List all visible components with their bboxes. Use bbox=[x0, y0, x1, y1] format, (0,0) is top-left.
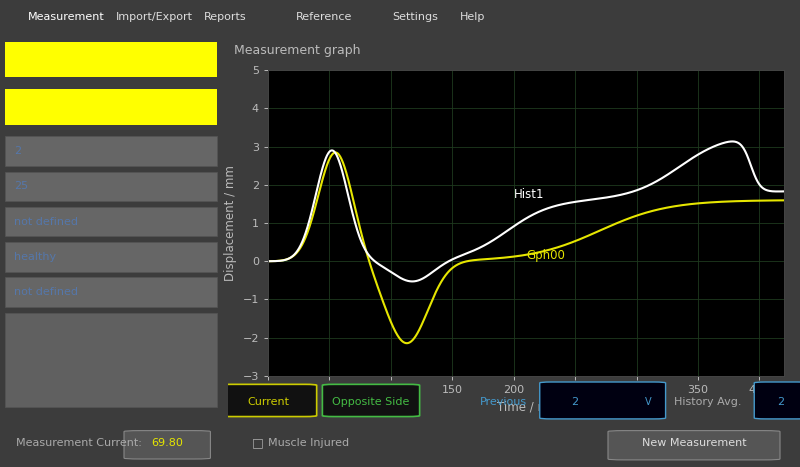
Text: Hist1: Hist1 bbox=[514, 188, 544, 201]
FancyBboxPatch shape bbox=[5, 277, 217, 307]
FancyBboxPatch shape bbox=[5, 171, 217, 201]
X-axis label: Time / ms: Time / ms bbox=[497, 401, 555, 413]
Text: Import/Export: Import/Export bbox=[116, 12, 193, 21]
FancyBboxPatch shape bbox=[540, 382, 666, 419]
Text: 69.80: 69.80 bbox=[151, 438, 183, 447]
FancyBboxPatch shape bbox=[322, 384, 420, 417]
Text: History Avg.: History Avg. bbox=[674, 396, 742, 407]
Text: Settings: Settings bbox=[392, 12, 438, 21]
Text: 2: 2 bbox=[571, 396, 578, 407]
Text: V: V bbox=[645, 396, 652, 407]
Y-axis label: Displacement / mm: Displacement / mm bbox=[224, 165, 237, 281]
FancyBboxPatch shape bbox=[608, 431, 780, 460]
Text: 25: 25 bbox=[14, 182, 28, 191]
Text: Muscle Injured: Muscle Injured bbox=[268, 438, 349, 447]
Text: healthy: healthy bbox=[14, 252, 56, 262]
FancyBboxPatch shape bbox=[5, 136, 217, 166]
FancyBboxPatch shape bbox=[5, 313, 217, 407]
Text: Measurement graph: Measurement graph bbox=[234, 44, 360, 57]
Text: Current: Current bbox=[247, 396, 289, 407]
FancyBboxPatch shape bbox=[5, 242, 217, 272]
Text: Reports: Reports bbox=[204, 12, 246, 21]
Text: Reference: Reference bbox=[296, 12, 352, 21]
FancyBboxPatch shape bbox=[5, 89, 217, 125]
FancyBboxPatch shape bbox=[219, 384, 317, 417]
FancyBboxPatch shape bbox=[5, 42, 217, 78]
FancyBboxPatch shape bbox=[754, 382, 800, 419]
FancyBboxPatch shape bbox=[124, 431, 210, 459]
Text: Measurement: Measurement bbox=[28, 12, 105, 21]
Text: 2: 2 bbox=[777, 396, 784, 407]
Text: Measurement Current:: Measurement Current: bbox=[16, 438, 142, 447]
Text: New Measurement: New Measurement bbox=[642, 438, 746, 447]
Text: 2: 2 bbox=[14, 146, 21, 156]
Text: Gph00: Gph00 bbox=[526, 248, 565, 262]
Text: Opposite Side: Opposite Side bbox=[332, 396, 410, 407]
Text: Help: Help bbox=[460, 12, 486, 21]
Text: not defined: not defined bbox=[14, 217, 78, 227]
Text: Previous: Previous bbox=[480, 396, 527, 407]
FancyBboxPatch shape bbox=[5, 207, 217, 236]
Text: □: □ bbox=[252, 436, 264, 449]
Text: not defined: not defined bbox=[14, 287, 78, 297]
